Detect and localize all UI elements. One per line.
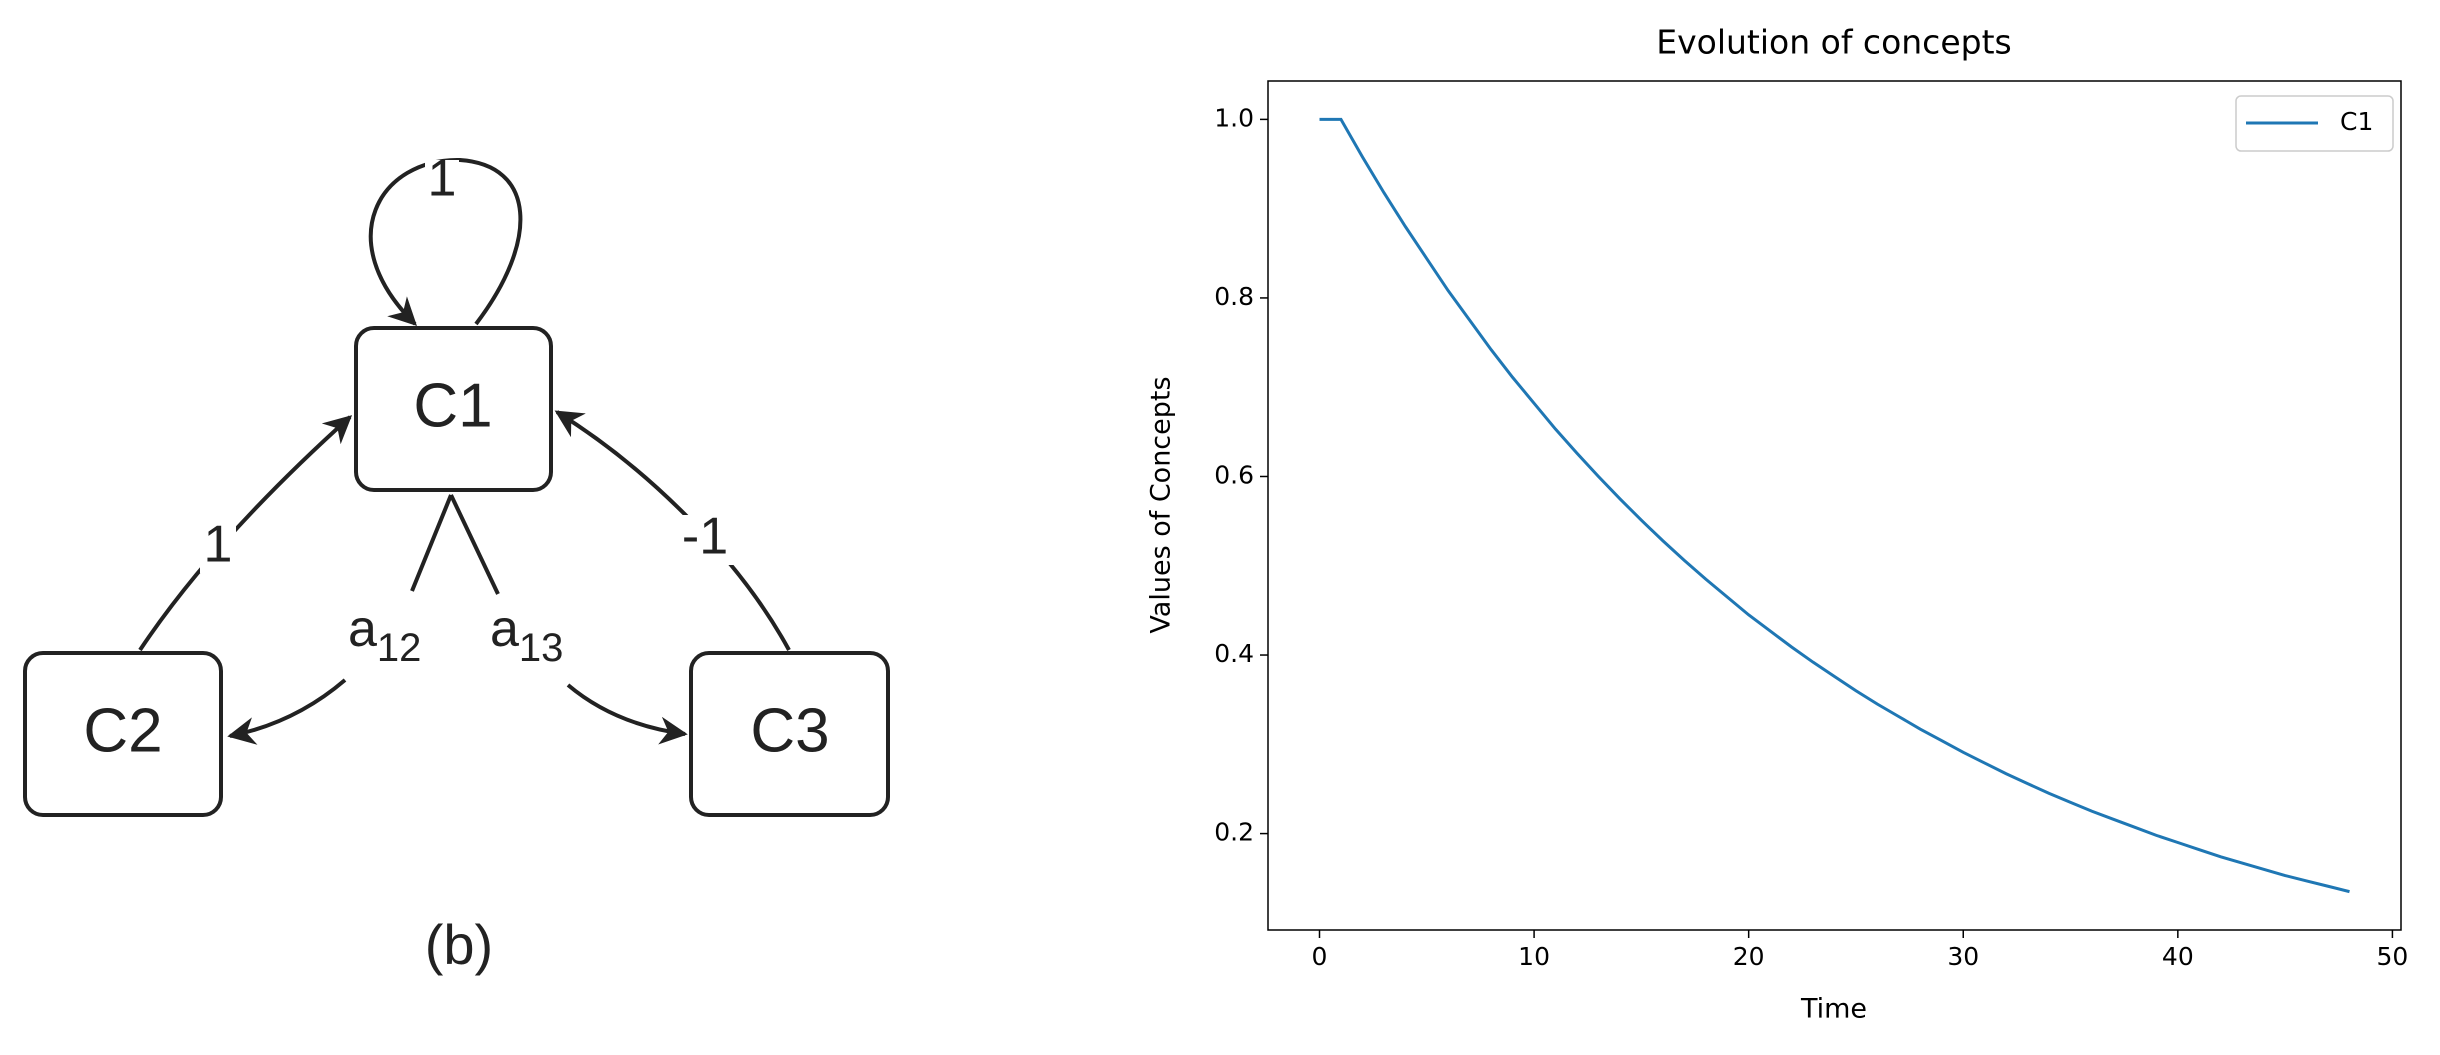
edge [227,678,347,745]
legend-label: C1 [2340,107,2373,136]
x-axis-label: Time [1800,994,1867,1025]
y-axis-label: Values of Concepts [1146,376,1177,633]
label-bg [675,515,735,565]
edge-label: 1 [428,150,457,208]
diagram-labels: C1 C2 C3 1 1 -1 a12 a13 (b) [83,150,829,976]
node-label: C2 [83,696,162,765]
x-tick-label: 40 [2162,942,2194,971]
label-sub: 13 [519,626,564,670]
caption: (b) [425,913,493,976]
label-bg [425,160,459,205]
node-box [689,651,890,817]
line-series [1319,117,2350,894]
self-loop [368,157,523,326]
y-tick-label: 0.4 [1214,639,1254,668]
edge-label: 1 [204,516,233,574]
label-base: a [348,600,377,658]
chart: Evolution of concepts Time Values of Con… [1146,23,2409,1025]
edge [449,494,500,595]
y-tick-label: 1.0 [1214,103,1254,132]
x-tick-label: 30 [1947,942,1979,971]
node-box [354,326,553,492]
x-tick-label: 20 [1733,942,1765,971]
axes-frame [1267,80,2402,931]
edge-label: a12 [348,600,421,670]
y-tick-label: 0.2 [1214,818,1254,847]
edge-label: -1 [682,508,728,566]
x-tick-label: 10 [1518,942,1550,971]
legend: C1 [2235,95,2394,152]
node-label: C1 [413,371,492,440]
edge [410,494,453,592]
chart-title: Evolution of concepts [1656,23,2011,62]
x-tick-label: 50 [2377,942,2409,971]
edge-label: a13 [490,600,563,670]
label-sub: 12 [377,626,422,670]
node-label: C3 [750,696,829,765]
x-tick-label: 0 [1312,942,1328,971]
node-box [23,651,223,817]
diagram [23,157,890,817]
label-base: a [490,600,519,658]
label-bg [200,525,236,573]
y-tick-label: 0.6 [1214,460,1254,489]
y-tick-label: 0.8 [1214,282,1254,311]
edge [554,410,791,651]
edge [566,683,688,745]
edge [138,415,353,652]
